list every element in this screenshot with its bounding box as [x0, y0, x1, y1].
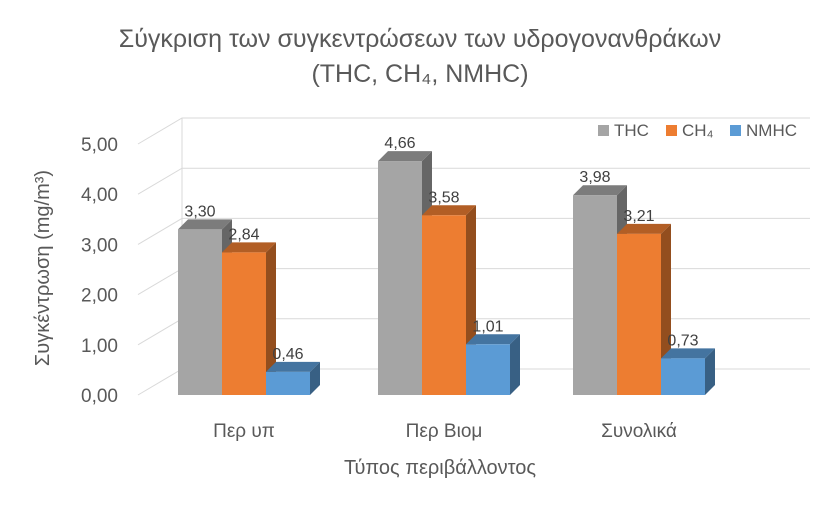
bar-side	[266, 242, 276, 395]
data-label: 1,01	[472, 318, 503, 335]
x-tick-label: Συνολικά	[601, 421, 677, 442]
data-label: 2,84	[228, 226, 259, 243]
bar-top	[378, 151, 432, 162]
bar	[422, 215, 466, 395]
bar-top	[617, 223, 671, 234]
bar	[378, 161, 422, 395]
bar-side	[705, 348, 715, 395]
bar-top	[573, 185, 627, 196]
legend-swatch	[598, 125, 609, 136]
legend-swatch	[730, 125, 741, 136]
bar-top	[422, 205, 476, 216]
data-label: 0,46	[272, 346, 303, 363]
chart-title: Σύγκριση των συγκεντρώσεων των υδρογοναν…	[119, 25, 721, 53]
bar	[222, 252, 266, 395]
data-label: 3,21	[623, 208, 654, 225]
legend-label: NMHC	[746, 121, 797, 140]
legend-label: CH₄	[682, 121, 714, 140]
bar-top	[466, 334, 520, 345]
bar-top	[222, 242, 276, 253]
legend-swatch	[666, 125, 677, 136]
y-tick-label: 1,00	[81, 336, 118, 357]
data-label: 0,73	[667, 332, 698, 349]
bar-side	[510, 334, 520, 395]
gridline	[137, 167, 810, 195]
y-tick-label: 5,00	[81, 135, 118, 156]
bar	[178, 229, 222, 395]
bar	[661, 358, 705, 395]
bar	[466, 344, 510, 395]
y-tick-label: 2,00	[81, 286, 118, 307]
bar-side	[310, 361, 320, 395]
bar-top	[178, 219, 232, 230]
x-tick-label: Περ Βιομ	[406, 421, 483, 442]
data-label: 3,98	[579, 169, 610, 186]
bar	[266, 371, 310, 395]
bar	[617, 233, 661, 395]
chart-subtitle: (THC, CH₄, NMHC)	[311, 60, 528, 88]
legend-label: THC	[614, 121, 649, 140]
data-label: 3,58	[428, 189, 459, 206]
y-tick-label: 4,00	[81, 185, 118, 206]
x-tick-label: Περ υπ	[213, 421, 275, 442]
bar-top	[661, 348, 715, 359]
data-label: 4,66	[384, 135, 415, 152]
y-tick-label: 0,00	[81, 386, 118, 407]
y-tick-label: 3,00	[81, 235, 118, 256]
bar	[573, 195, 617, 395]
data-label: 3,30	[184, 203, 215, 220]
bar-top	[266, 361, 320, 372]
y-axis-title: Συγκέντρωση (mg/m³)	[32, 170, 54, 366]
x-axis-title: Τύπος περιβάλλοντος	[344, 457, 536, 479]
